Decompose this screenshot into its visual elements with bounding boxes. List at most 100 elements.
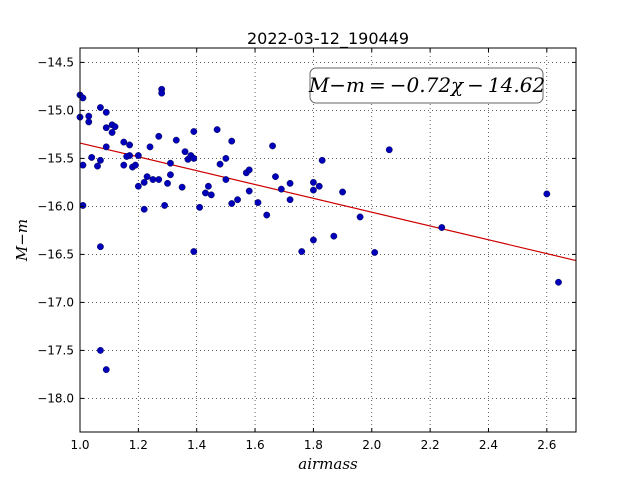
x-tick-label: 1.0 [70,438,89,452]
data-point [202,189,209,197]
data-point [97,243,104,251]
data-point [97,346,104,354]
data-point [88,154,96,161]
data-point [167,171,174,179]
x-tick-label: 2.2 [421,438,440,452]
data-point [196,203,204,211]
data-point [190,154,198,162]
data-point [102,143,110,151]
x-tick-label: 1.2 [129,438,148,452]
data-point [263,211,271,219]
data-point [371,249,379,256]
data-point [318,156,326,164]
data-point [85,112,93,120]
data-point [108,129,116,136]
data-point [120,138,128,146]
data-point [213,126,221,134]
grid [79,48,576,432]
data-point [555,278,562,286]
data-point [228,137,236,145]
data-point [123,153,131,160]
data-point [94,162,101,170]
data-point [254,199,262,206]
data-point [190,128,198,135]
data-point [543,190,551,198]
data-point [277,185,285,193]
data-point [245,187,253,195]
y-tick-label: −15.0 [37,103,74,117]
data-point [339,188,346,196]
data-point [228,200,236,207]
data-point [132,161,139,169]
data-point [149,176,157,183]
data-point [222,154,230,162]
data-point [102,366,110,373]
y-tick-label: −16.0 [37,199,74,213]
data-point [167,159,174,167]
data-point [286,179,294,187]
y-tick-label: −17.0 [37,295,74,309]
data-point [310,186,317,194]
x-tick-label: 2.6 [537,438,556,452]
data-point [385,146,393,154]
data-point [234,196,241,204]
data-point [155,132,163,140]
data-point [134,152,142,159]
axis-ticks: 1.0 1.2 1.4 1.6 1.8 2.0 2.2 2.4 2.6 −14.5 −15.0 −15… [37,48,576,452]
data-point [315,182,323,190]
fit-line [79,142,577,262]
data-point [143,173,151,181]
data-point [158,89,166,97]
data-point [310,178,317,186]
annotation-box: M−m = −0.72χ − 14.62 [308,67,545,104]
data-point [126,141,134,149]
data-point [222,176,230,183]
data-point [286,196,294,204]
chart-title: 2022-03-12_190449 [247,29,409,49]
data-point [245,166,253,174]
data-point [97,104,104,111]
data-point [102,124,110,132]
x-tick-label: 1.4 [187,438,206,452]
x-tick-label: 1.6 [246,438,265,452]
data-point [85,118,93,126]
data-point [269,142,276,150]
data-point [310,236,317,244]
data-point [97,156,104,164]
x-tick-label: 2.0 [362,438,381,452]
data-point [172,136,180,144]
data-point [79,161,87,169]
data-point [190,248,198,255]
y-tick-label: −18.0 [37,391,74,405]
data-point [272,173,279,181]
data-point [79,202,87,209]
data-point [140,178,148,186]
y-tick-label: −14.5 [37,55,74,69]
x-axis-label: airmass [298,455,358,473]
fit-equation-annotation: M−m = −0.72χ − 14.62 [308,73,545,97]
data-point [146,143,154,151]
data-point [111,123,119,131]
data-point [102,108,110,116]
data-point [330,232,338,240]
x-tick-label: 2.4 [479,438,498,452]
fit-line-group [79,142,577,262]
data-point [164,179,171,187]
data-point [438,224,446,231]
data-point [178,183,186,191]
data-point [207,191,215,199]
data-point [216,160,224,168]
data-point [356,213,364,221]
y-tick-label: −16.5 [37,247,74,261]
data-point [181,148,189,156]
y-tick-label: −15.5 [37,151,74,165]
data-point [134,182,142,190]
plot-frame [79,47,577,433]
y-tick-label: −17.5 [37,343,74,357]
data-points [76,85,562,373]
data-point [204,182,212,190]
data-point [155,176,163,183]
data-point [140,205,148,213]
data-point [161,202,169,209]
